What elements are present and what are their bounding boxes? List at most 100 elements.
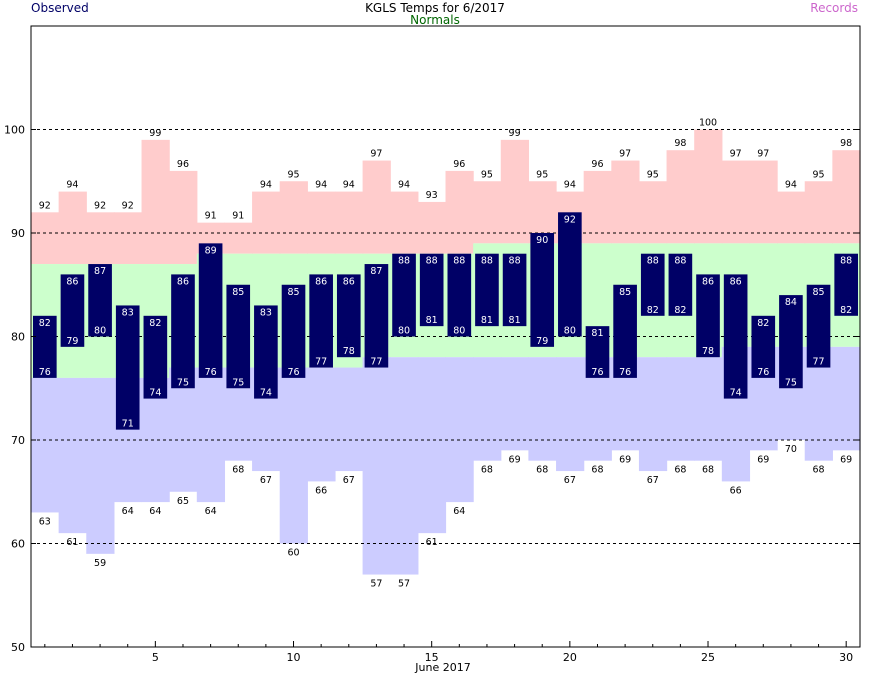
observed-low-label-30: 82 <box>840 305 852 316</box>
record-high-range-10 <box>279 181 308 254</box>
record-high-range-27 <box>749 160 778 244</box>
observed-low-label-27: 76 <box>757 367 769 378</box>
record-high-range-9 <box>252 191 281 254</box>
observed-low-label-18: 81 <box>509 315 521 326</box>
record-low-label-27: 69 <box>757 454 769 465</box>
observed-bar-14 <box>392 253 416 337</box>
observed-high-label-5: 82 <box>149 318 161 329</box>
observed-low-label-28: 75 <box>785 377 797 388</box>
record-high-label-25: 100 <box>699 118 717 129</box>
observed-low-label-20: 80 <box>564 326 576 337</box>
record-low-range-24 <box>666 357 695 461</box>
record-low-range-25 <box>694 357 723 461</box>
observed-high-label-20: 92 <box>564 214 576 225</box>
record-high-range-28 <box>777 191 806 244</box>
observed-bar-30 <box>834 253 858 316</box>
record-low-label-16: 64 <box>453 506 465 517</box>
observed-low-label-10: 76 <box>287 367 299 378</box>
record-low-range-13 <box>362 357 391 575</box>
observed-bar-9 <box>254 305 278 399</box>
observed-high-label-27: 82 <box>757 318 769 329</box>
observed-low-label-2: 79 <box>66 336 78 347</box>
record-high-range-3 <box>86 212 115 265</box>
record-high-range-13 <box>362 160 391 254</box>
record-high-label-14: 94 <box>398 180 410 191</box>
record-high-range-22 <box>611 160 640 244</box>
legend-observed: Observed <box>31 1 89 15</box>
observed-bar-29 <box>806 284 831 368</box>
record-low-label-6: 65 <box>177 496 189 507</box>
legend-normals: Normals <box>410 13 460 27</box>
observed-high-label-4: 83 <box>122 307 134 318</box>
observed-high-label-11: 86 <box>315 276 327 287</box>
observed-high-label-29: 85 <box>813 287 825 298</box>
record-low-label-17: 68 <box>481 465 493 476</box>
x-tick-label-15: 15 <box>425 651 439 664</box>
record-high-range-30 <box>832 150 861 244</box>
observed-bar-25 <box>696 274 720 358</box>
x-tick-label-20: 20 <box>563 651 577 664</box>
observed-low-label-1: 76 <box>39 367 51 378</box>
observed-low-label-5: 74 <box>149 388 161 399</box>
observed-high-label-17: 88 <box>481 256 493 267</box>
record-low-label-13: 57 <box>370 579 382 590</box>
observed-low-label-3: 80 <box>94 326 106 337</box>
record-high-label-24: 98 <box>674 138 686 149</box>
x-tick-label-25: 25 <box>701 651 715 664</box>
record-low-label-10: 60 <box>287 548 299 559</box>
observed-high-label-1: 82 <box>39 318 51 329</box>
axes: 50 60 70 80 90 100 5 10 15 20 25 30 <box>4 25 861 664</box>
observed-high-label-16: 88 <box>453 256 465 267</box>
record-high-label-2: 94 <box>66 180 78 191</box>
record-low-label-25: 68 <box>702 465 714 476</box>
observed-high-label-25: 86 <box>702 276 714 287</box>
record-low-label-12: 67 <box>343 475 355 486</box>
observed-low-label-12: 78 <box>343 346 355 357</box>
record-low-label-24: 68 <box>674 465 686 476</box>
observed-bar-15 <box>419 253 444 327</box>
record-high-range-18 <box>500 139 529 244</box>
record-high-range-26 <box>721 160 751 244</box>
observed-bar-5 <box>143 315 168 399</box>
record-high-label-6: 96 <box>177 159 189 170</box>
observed-high-label-23: 88 <box>647 256 659 267</box>
y-tick-label-100: 100 <box>4 124 25 137</box>
record-high-range-24 <box>666 150 695 244</box>
record-high-range-11 <box>307 191 336 254</box>
data-labels: 82 76 92 63 86 79 94 61 87 80 92 59 83 71 92 64 82 74 99 64… <box>39 118 852 590</box>
record-low-label-26: 66 <box>730 485 742 496</box>
observed-high-label-12: 86 <box>343 276 355 287</box>
record-low-range-10 <box>279 367 308 544</box>
record-high-label-15: 93 <box>426 190 438 201</box>
record-high-label-22: 97 <box>619 149 631 160</box>
record-high-range-17 <box>473 181 502 244</box>
observed-high-label-26: 86 <box>730 276 742 287</box>
record-low-range-3 <box>86 377 115 554</box>
observed-bar-7 <box>198 243 223 378</box>
record-low-label-20: 67 <box>564 475 576 486</box>
observed-low-label-29: 77 <box>813 357 825 368</box>
observed-low-label-25: 78 <box>702 346 714 357</box>
observed-high-label-22: 85 <box>619 287 631 298</box>
record-high-range-25 <box>694 129 723 244</box>
observed-bar-6 <box>171 274 195 389</box>
record-high-label-27: 97 <box>757 149 769 160</box>
record-high-label-5: 99 <box>149 128 161 139</box>
observed-high-label-3: 87 <box>94 266 106 277</box>
observed-low-label-16: 80 <box>453 326 465 337</box>
record-low-label-18: 69 <box>509 454 521 465</box>
record-low-label-15: 61 <box>426 537 438 548</box>
record-low-range-17 <box>473 357 502 461</box>
observed-bar-22 <box>613 284 637 378</box>
record-low-label-7: 64 <box>205 506 217 517</box>
record-high-range-2 <box>58 191 87 265</box>
observed-low-label-7: 76 <box>205 367 217 378</box>
record-low-label-19: 68 <box>536 465 548 476</box>
observed-bar-10 <box>281 284 306 378</box>
observed-high-label-13: 87 <box>370 266 382 277</box>
observed-high-label-15: 88 <box>426 256 438 267</box>
record-low-range-11 <box>307 367 336 482</box>
record-low-range-16 <box>445 357 474 503</box>
record-high-label-4: 92 <box>122 200 134 211</box>
record-high-range-14 <box>390 191 419 254</box>
